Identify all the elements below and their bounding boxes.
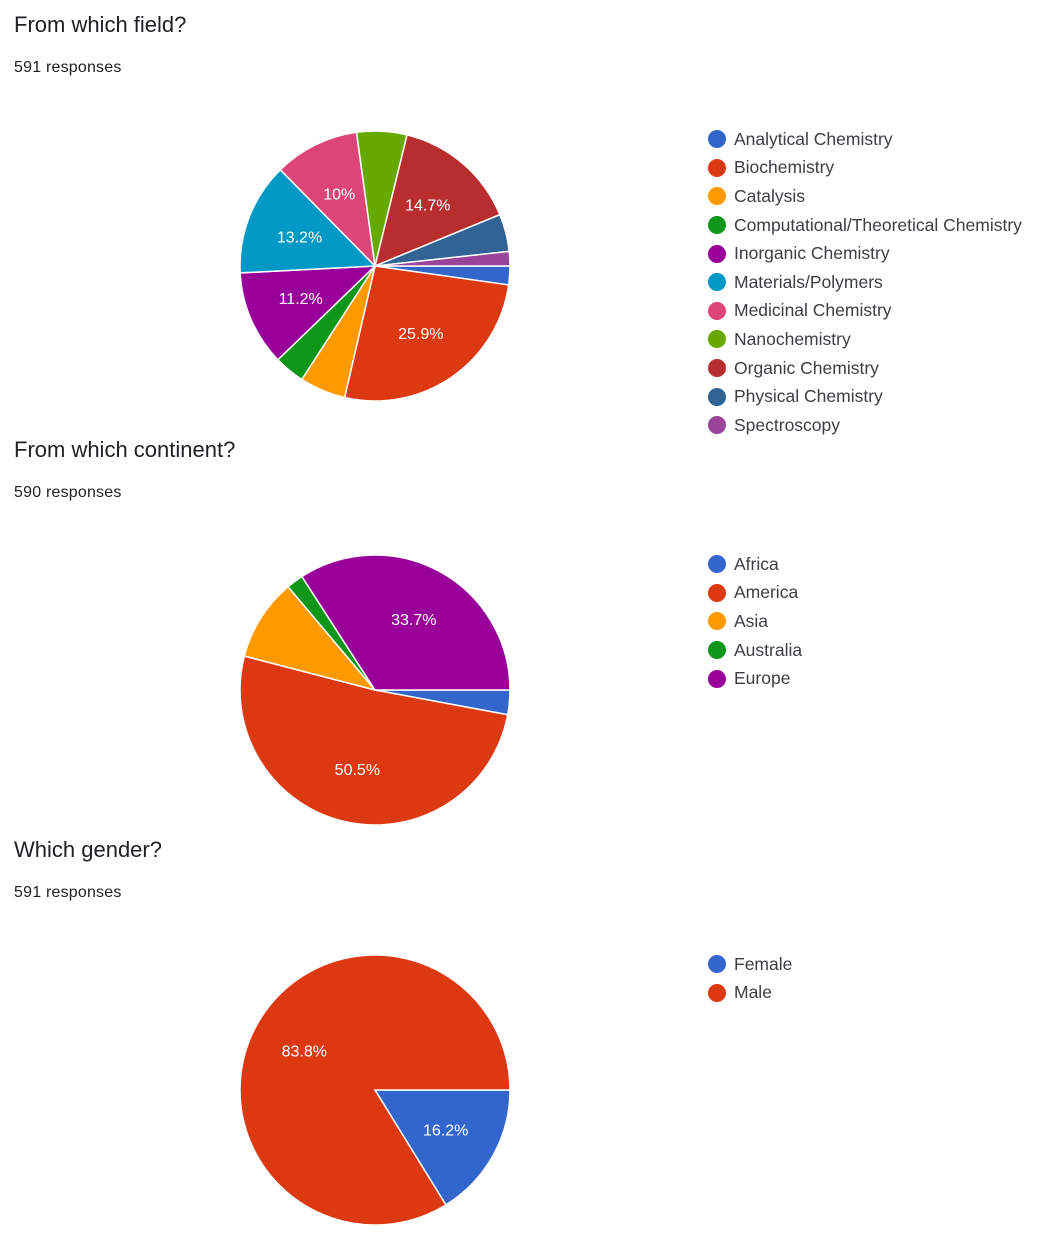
legend-item-analytical-chemistry: Analytical Chemistry	[708, 125, 1022, 154]
legend-label: Physical Chemistry	[734, 386, 883, 407]
pie-slice-female	[373, 1089, 511, 1206]
chart-section-continent: From which continent? 590 responses 50.5…	[0, 437, 1047, 837]
response-count: 591 responses	[14, 59, 122, 76]
legend-item-medicinal-chemistry: Medicinal Chemistry	[708, 297, 1022, 326]
legend-item-inorganic-chemistry: Inorganic Chemistry	[708, 239, 1022, 268]
legend-label: America	[734, 582, 799, 603]
legend-label: Inorganic Chemistry	[734, 243, 890, 264]
legend-swatch-icon	[708, 130, 726, 149]
legend-swatch-icon	[708, 387, 726, 406]
chart-title: From which continent?	[14, 437, 236, 462]
legend-swatch-icon	[708, 555, 726, 574]
legend-swatch-icon	[708, 330, 726, 349]
legend-item-organic-chemistry: Organic Chemistry	[708, 354, 1022, 383]
legend: Female Male	[708, 950, 792, 1007]
legend-label: Medicinal Chemistry	[734, 300, 892, 321]
pie-slice-europe	[300, 554, 511, 691]
legend-label: Female	[734, 953, 793, 974]
legend: Africa America Asia Australia Europe	[708, 550, 802, 693]
legend-label: Analytical Chemistry	[734, 128, 893, 149]
chart-title: From which field?	[14, 12, 187, 37]
pie-slice-spectroscopy	[374, 250, 511, 267]
legend-label: Nanochemistry	[734, 328, 851, 349]
legend-label: Materials/Polymers	[734, 271, 883, 292]
legend-swatch-icon	[708, 158, 726, 177]
slice-label-biochemistry: 25.9%	[398, 326, 443, 343]
slice-label-inorganic-chemistry: 11.2%	[279, 291, 323, 308]
legend-item-computational-theoretical-chemistry: Computational/Theoretical Chemistry	[708, 211, 1022, 240]
slice-label-male: 83.8%	[282, 1044, 327, 1061]
legend-item-female: Female	[708, 950, 792, 979]
pie-slice-inorganic-chemistry	[239, 265, 377, 361]
slice-label-medicinal-chemistry: 10%	[323, 186, 355, 203]
legend-item-asia: Asia	[708, 607, 802, 636]
legend-swatch-icon	[708, 669, 726, 688]
legend-item-australia: Australia	[708, 636, 802, 665]
slice-label-organic-chemistry: 14.7%	[405, 198, 450, 215]
legend-label: Biochemistry	[734, 157, 835, 178]
slice-label-female: 16.2%	[423, 1122, 468, 1139]
legend-item-biochemistry: Biochemistry	[708, 154, 1022, 183]
response-count: 591 responses	[14, 884, 122, 901]
legend-label: Australia	[734, 639, 803, 660]
legend-swatch-icon	[708, 216, 726, 235]
legend-swatch-icon	[708, 583, 726, 602]
legend: Analytical Chemistry Biochemistry Catalysi…	[708, 125, 1022, 440]
legend-label: Spectroscopy	[734, 414, 841, 435]
legend-item-catalysis: Catalysis	[708, 182, 1022, 211]
chart-title: Which gender?	[14, 837, 162, 862]
pie-chart-field: 25.9% 11.2% 13.2% 10% 14.7%	[239, 130, 511, 402]
legend-label: Europe	[734, 668, 791, 689]
legend-swatch-icon	[708, 641, 726, 660]
legend-label: Asia	[734, 610, 769, 631]
chart-section-gender: Which gender? 591 responses 16.2% 83.8% F…	[0, 837, 1047, 1241]
legend-item-america: America	[708, 579, 802, 608]
legend-label: Computational/Theoretical Chemistry	[734, 214, 1022, 235]
pie-slice-america	[239, 655, 509, 826]
legend-swatch-icon	[708, 612, 726, 631]
pie-slice-medicinal-chemistry	[279, 131, 377, 269]
legend-item-africa: Africa	[708, 550, 802, 579]
legend-item-spectroscopy: Spectroscopy	[708, 411, 1022, 440]
legend-swatch-icon	[708, 955, 726, 974]
pie-slice-biochemistry	[343, 265, 510, 402]
slice-label-america: 50.5%	[335, 762, 380, 779]
legend-item-nanochemistry: Nanochemistry	[708, 325, 1022, 354]
legend-label: Male	[734, 982, 772, 1003]
legend-swatch-icon	[708, 187, 726, 206]
response-count: 590 responses	[14, 484, 122, 501]
slice-label-materials-polymers: 13.2%	[277, 230, 322, 247]
slice-label-europe: 33.7%	[391, 612, 436, 629]
pie-chart-gender: 16.2% 83.8%	[239, 954, 511, 1226]
legend-swatch-icon	[708, 359, 726, 378]
legend-item-physical-chemistry: Physical Chemistry	[708, 382, 1022, 411]
legend-item-europe: Europe	[708, 664, 802, 693]
pie-slice-organic-chemistry	[373, 133, 501, 268]
legend-label: Catalysis	[734, 185, 805, 206]
legend-swatch-icon	[708, 301, 726, 320]
legend-swatch-icon	[708, 416, 726, 435]
chart-section-field: From which field? 591 responses 25.9% 11.…	[0, 12, 1047, 442]
pie-chart-continent: 50.5% 33.7%	[239, 554, 511, 826]
pie-slice-asia	[243, 585, 378, 692]
legend-item-male: Male	[708, 979, 792, 1008]
pie-slice-materials-polymers	[239, 168, 377, 274]
legend-swatch-icon	[708, 983, 726, 1002]
legend-swatch-icon	[708, 273, 726, 292]
legend-label: Africa	[734, 553, 779, 574]
legend-swatch-icon	[708, 244, 726, 263]
legend-item-materials-polymers: Materials/Polymers	[708, 268, 1022, 297]
legend-label: Organic Chemistry	[734, 357, 879, 378]
pie-slice-male	[239, 954, 511, 1226]
